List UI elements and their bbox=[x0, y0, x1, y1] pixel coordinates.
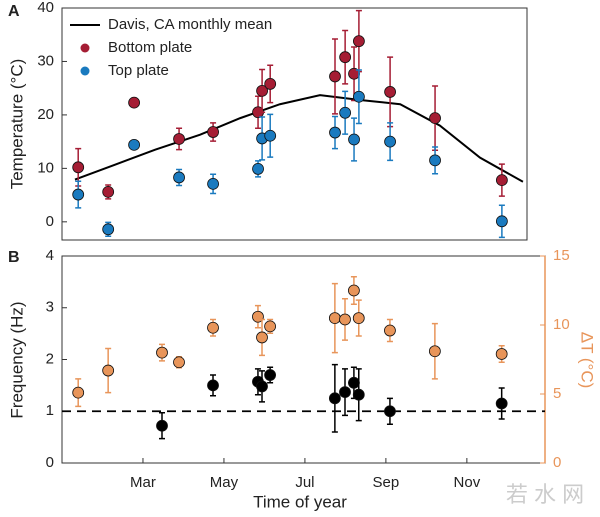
point bbox=[384, 135, 396, 148]
y-tick-label: 2 bbox=[46, 350, 54, 367]
point bbox=[173, 356, 185, 369]
point bbox=[72, 188, 85, 201]
point bbox=[207, 177, 219, 190]
y-axis-label: Frequency (Hz) bbox=[7, 301, 26, 418]
legend-label: Davis, CA monthly mean bbox=[108, 16, 272, 33]
point bbox=[495, 348, 508, 360]
x-tick-label: May bbox=[210, 474, 239, 491]
y2-tick-label: 15 bbox=[553, 247, 570, 264]
point bbox=[428, 345, 441, 358]
y-tick-label: 10 bbox=[37, 159, 54, 176]
point bbox=[384, 324, 396, 337]
point bbox=[264, 369, 276, 381]
point bbox=[329, 70, 341, 83]
point bbox=[128, 96, 140, 109]
y-tick-label: 3 bbox=[46, 299, 54, 316]
x-tick-label: Sep bbox=[373, 474, 400, 491]
point bbox=[264, 129, 277, 142]
point bbox=[329, 126, 341, 139]
line bbox=[74, 94, 524, 183]
point bbox=[264, 78, 277, 90]
y-tick-label: 4 bbox=[46, 247, 54, 264]
point bbox=[353, 90, 365, 103]
point bbox=[207, 321, 219, 334]
panel-letter: B bbox=[8, 249, 20, 266]
point bbox=[156, 346, 168, 359]
y-tick-label: 40 bbox=[37, 0, 54, 16]
point bbox=[256, 331, 268, 344]
point bbox=[173, 171, 185, 184]
point bbox=[128, 138, 140, 151]
point bbox=[207, 379, 219, 392]
point bbox=[72, 161, 85, 174]
point bbox=[264, 320, 276, 333]
point bbox=[256, 84, 268, 97]
plot-frame bbox=[61, 7, 528, 241]
point bbox=[207, 126, 219, 138]
point bbox=[348, 284, 360, 297]
y2-tick-label: 5 bbox=[553, 385, 561, 402]
legend-swatch bbox=[80, 66, 90, 76]
x-axis-label: Time of year bbox=[253, 492, 347, 511]
point bbox=[102, 223, 115, 236]
plot-frame bbox=[61, 255, 546, 464]
point bbox=[495, 397, 508, 410]
point bbox=[353, 35, 365, 48]
point bbox=[348, 376, 360, 389]
point bbox=[173, 133, 185, 145]
x-tick-label: Mar bbox=[130, 474, 156, 491]
point bbox=[339, 313, 351, 326]
y-tick-label: 0 bbox=[46, 454, 54, 471]
point bbox=[328, 392, 341, 405]
point bbox=[72, 386, 85, 399]
y-tick-label: 0 bbox=[46, 213, 54, 230]
point bbox=[495, 174, 508, 187]
panel-letter: A bbox=[8, 3, 20, 20]
point bbox=[252, 163, 264, 175]
legend-swatch bbox=[80, 43, 90, 53]
y-tick-label: 20 bbox=[37, 106, 54, 123]
point bbox=[429, 154, 441, 167]
y-tick-label: 30 bbox=[37, 52, 54, 69]
point bbox=[339, 106, 352, 119]
point bbox=[256, 380, 268, 393]
point bbox=[102, 364, 115, 377]
y-axis-label: Temperature (°C) bbox=[7, 59, 26, 190]
legend-label: Top plate bbox=[108, 62, 169, 79]
y-tick-label: 1 bbox=[46, 402, 54, 419]
point bbox=[339, 386, 351, 399]
point bbox=[352, 312, 365, 325]
point bbox=[429, 112, 441, 125]
point bbox=[339, 51, 352, 64]
point bbox=[328, 312, 341, 325]
point bbox=[156, 419, 168, 432]
point bbox=[352, 388, 365, 401]
y2-tick-label: 0 bbox=[553, 454, 561, 471]
y2-tick-label: 10 bbox=[553, 316, 570, 333]
x-tick-label: Nov bbox=[454, 474, 481, 491]
point bbox=[384, 405, 396, 418]
point bbox=[495, 215, 508, 228]
point bbox=[348, 133, 360, 146]
legend-label: Bottom plate bbox=[108, 39, 192, 56]
x-tick-label: Jul bbox=[295, 474, 314, 491]
y2-axis-label: ΔT (°C) bbox=[578, 332, 597, 389]
watermark: 若 水 网 bbox=[506, 482, 584, 507]
point bbox=[384, 86, 396, 98]
point bbox=[102, 185, 115, 198]
